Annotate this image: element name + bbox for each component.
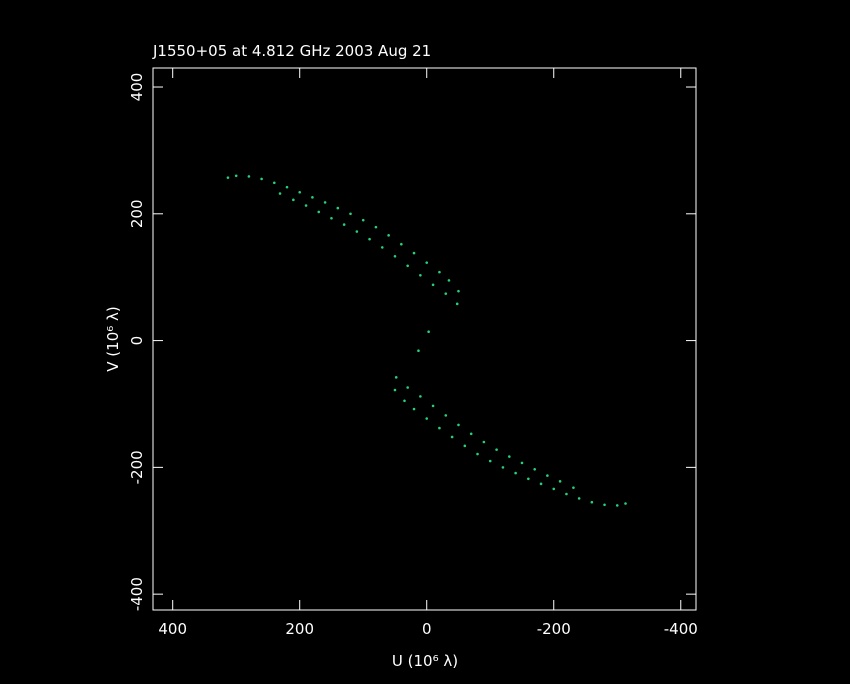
x-tick-label: -200 bbox=[537, 620, 571, 638]
uv-point bbox=[427, 330, 430, 334]
uv-point bbox=[482, 440, 486, 444]
uv-point bbox=[603, 503, 606, 507]
x-tick-label: -400 bbox=[664, 620, 698, 638]
uv-point bbox=[469, 432, 473, 436]
x-tick-label: 200 bbox=[285, 620, 314, 638]
uv-point bbox=[495, 448, 498, 451]
uv-point bbox=[558, 480, 562, 483]
uv-point bbox=[323, 201, 327, 204]
uv-point bbox=[514, 471, 517, 475]
uv-point bbox=[501, 466, 505, 469]
uv-point bbox=[533, 467, 536, 471]
uv-point bbox=[615, 504, 619, 507]
uv-point bbox=[380, 246, 384, 249]
uv-point bbox=[361, 218, 365, 222]
uv-point bbox=[278, 192, 282, 195]
uv-point bbox=[412, 407, 416, 411]
uv-point bbox=[590, 500, 594, 504]
uv-point bbox=[247, 175, 251, 178]
uv-point bbox=[572, 486, 575, 489]
uv-point bbox=[457, 289, 460, 293]
plot-frame bbox=[152, 67, 697, 611]
uv-point bbox=[624, 502, 627, 505]
uv-point bbox=[330, 216, 333, 220]
uv-point bbox=[425, 261, 429, 264]
uv-point bbox=[431, 283, 435, 287]
uv-point bbox=[450, 435, 454, 439]
uv-point bbox=[520, 461, 524, 465]
uv-point bbox=[438, 426, 441, 430]
uv-point bbox=[438, 270, 441, 274]
y-tick-label: 0 bbox=[128, 336, 146, 346]
chart-title: J1550+05 at 4.812 GHz 2003 Aug 21 bbox=[152, 42, 431, 60]
uv-point bbox=[463, 444, 467, 448]
uv-point bbox=[419, 273, 422, 277]
uv-point bbox=[368, 237, 371, 241]
uv-point bbox=[349, 212, 352, 216]
uv-point bbox=[260, 177, 263, 181]
uv-point bbox=[527, 477, 530, 481]
x-axis-label: U (10⁶ λ) bbox=[392, 652, 458, 670]
uv-point bbox=[304, 204, 308, 207]
uv-point bbox=[488, 459, 492, 463]
uv-point bbox=[285, 185, 289, 189]
uv-point bbox=[552, 487, 556, 491]
uv-point bbox=[336, 206, 340, 210]
uv-point bbox=[387, 234, 390, 237]
uv-point bbox=[298, 190, 302, 194]
uv-point bbox=[507, 455, 511, 458]
uv-point bbox=[226, 176, 230, 179]
uv-point bbox=[393, 388, 397, 392]
uv-point bbox=[317, 210, 321, 214]
uv-point bbox=[419, 395, 422, 398]
uv-point bbox=[447, 279, 451, 282]
x-tick-label: 400 bbox=[158, 620, 187, 638]
y-tick-label: 400 bbox=[128, 73, 146, 102]
x-tick-label: 0 bbox=[422, 620, 432, 638]
uv-point bbox=[539, 482, 543, 486]
uv-point bbox=[565, 492, 568, 496]
uv-point bbox=[412, 251, 416, 255]
uv-point bbox=[417, 349, 420, 353]
uv-point bbox=[400, 242, 403, 246]
uv-point bbox=[406, 264, 409, 268]
uv-point bbox=[444, 414, 448, 417]
uv-point bbox=[311, 196, 314, 199]
y-tick-label: -200 bbox=[128, 450, 146, 484]
uv-point bbox=[455, 302, 459, 306]
uv-point bbox=[374, 225, 378, 229]
y-tick-label: -400 bbox=[128, 577, 146, 611]
uv-point bbox=[406, 386, 409, 389]
uv-point bbox=[273, 181, 276, 185]
uv-point bbox=[476, 452, 479, 456]
uv-point bbox=[292, 198, 295, 202]
uv-point bbox=[457, 423, 460, 427]
uv-point bbox=[425, 417, 429, 420]
uv-point bbox=[394, 376, 398, 379]
uv-point bbox=[342, 223, 346, 226]
uv-point bbox=[393, 254, 397, 258]
uv-point bbox=[403, 399, 406, 403]
uv-point bbox=[546, 474, 549, 477]
uv-point bbox=[577, 497, 581, 500]
uv-point bbox=[355, 230, 359, 233]
uv-point bbox=[234, 174, 238, 178]
y-tick-label: 200 bbox=[128, 199, 146, 228]
uv-point bbox=[431, 404, 435, 408]
uv-point bbox=[444, 292, 448, 295]
y-axis-label: V (10⁶ λ) bbox=[104, 306, 122, 371]
